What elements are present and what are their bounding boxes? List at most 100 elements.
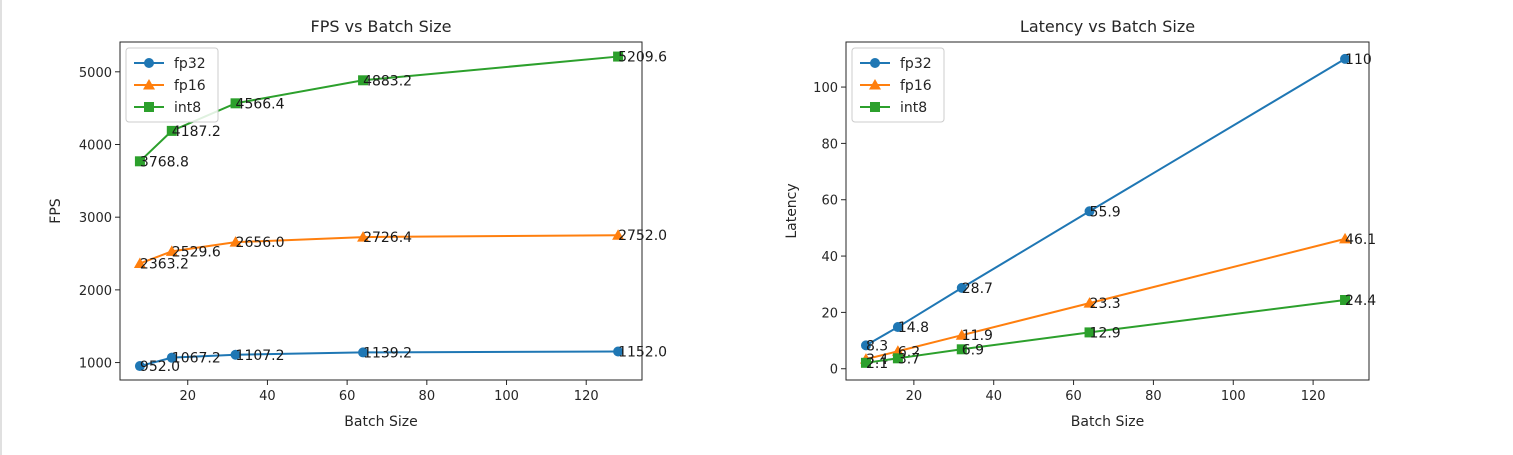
series-int8: 3768.8 4187.2 4566.4 4883.2 5209.6: [134, 50, 667, 170]
y-tick-label: 5000: [79, 66, 112, 81]
data-point: [613, 51, 624, 62]
x-tick-label: 100: [494, 389, 519, 404]
y-tick-label: 40: [821, 250, 838, 265]
series-fp16: 3.4 6.211.923.346.1: [859, 232, 1376, 368]
legend: fp32 fp16 int8: [851, 47, 945, 123]
legend-marker: [870, 58, 880, 68]
y-tick-label: 80: [821, 137, 838, 152]
data-point: [891, 345, 904, 356]
data-point: [1340, 53, 1351, 64]
legend-marker: [870, 102, 880, 112]
data-point: [956, 344, 967, 355]
data-label: 11.9: [962, 328, 993, 344]
y-axis-label: FPS: [48, 198, 64, 223]
data-label: 4883.2: [363, 73, 412, 89]
data-label: 4566.4: [236, 96, 285, 112]
legend-label: fp32: [174, 56, 206, 72]
x-tick-label: 80: [419, 389, 436, 404]
data-label: 24.4: [1345, 293, 1376, 309]
data-label: 2726.4: [363, 230, 412, 246]
axes-frame: [845, 41, 1370, 381]
data-label: 2.1: [866, 356, 888, 372]
x-tick-label: 20: [906, 389, 923, 404]
data-label: 952.0: [140, 359, 180, 375]
x-tick-label: 100: [1221, 389, 1246, 404]
data-label: 1139.2: [363, 345, 412, 361]
data-point: [1084, 206, 1095, 217]
data-label: 8.3: [866, 338, 888, 354]
data-point: [892, 322, 903, 333]
data-point: [1340, 295, 1351, 306]
data-point: [357, 231, 370, 242]
x-tick-label: 60: [339, 389, 356, 404]
legend-marker: [144, 58, 154, 68]
data-label: 3.7: [898, 351, 920, 367]
data-point: [358, 75, 369, 86]
data-label: 1152.0: [618, 345, 667, 361]
legend-marker: [869, 79, 881, 90]
data-point: [358, 347, 369, 358]
data-label: 1107.2: [236, 348, 285, 364]
y-tick-label: 60: [821, 194, 838, 209]
data-label: 110: [1345, 52, 1372, 68]
data-label: 55.9: [1090, 204, 1121, 220]
data-label: 2752.0: [618, 228, 667, 244]
series-int8: 2.1 3.7 6.9 12.9 24.4: [860, 293, 1376, 372]
chart-panel-1: FPS vs Batch Size 20 40 60 80 100 120 1000 2000 3…: [48, 17, 667, 430]
data-point: [134, 156, 145, 167]
data-point: [229, 236, 242, 247]
notebook-cell-border: [0, 0, 2, 455]
data-point: [165, 245, 178, 256]
y-tick-label: 2000: [79, 284, 112, 299]
x-tick-label: 20: [179, 389, 196, 404]
data-label: 1067.2: [172, 351, 221, 367]
data-label: 4187.2: [172, 124, 221, 140]
data-label: 3.4: [866, 352, 888, 368]
y-tick-label: 0: [830, 363, 838, 378]
data-point: [134, 361, 145, 372]
data-label: 6.9: [962, 342, 984, 358]
data-label: 28.7: [962, 281, 993, 297]
data-point: [1339, 232, 1352, 244]
data-point: [956, 282, 967, 293]
data-point: [955, 329, 968, 340]
chart-panel-2: Latency vs Batch Size 20 40 60 80 100 120 0 20 40…: [784, 17, 1376, 430]
y-tick-label: 100: [813, 81, 838, 96]
chart-title: Latency vs Batch Size: [1020, 17, 1195, 36]
legend: fp32 fp16 int8: [125, 47, 219, 123]
data-point: [613, 346, 624, 357]
data-point: [612, 229, 625, 240]
x-axis-label: Batch Size: [1071, 414, 1144, 430]
data-label: 14.8: [898, 320, 929, 336]
y-axis-label: Latency: [784, 183, 800, 238]
legend-label: int8: [174, 100, 201, 116]
legend-label: fp16: [174, 78, 206, 94]
data-label: 46.1: [1345, 232, 1376, 248]
data-label: 2363.2: [140, 256, 189, 272]
legend-label: fp16: [900, 78, 932, 94]
x-tick-label: 120: [1301, 389, 1326, 404]
data-point: [892, 353, 903, 364]
data-point: [230, 98, 241, 109]
legend-label: fp32: [900, 56, 932, 72]
data-point: [166, 352, 177, 363]
data-point: [133, 257, 146, 268]
data-label: 12.9: [1090, 325, 1121, 341]
x-tick-label: 60: [1065, 389, 1082, 404]
chart-title: FPS vs Batch Size: [311, 17, 452, 36]
x-axis-label: Batch Size: [344, 414, 417, 430]
data-point: [1083, 297, 1096, 308]
y-tick-label: 4000: [79, 138, 112, 153]
legend-marker: [144, 102, 154, 112]
x-tick-label: 40: [259, 389, 276, 404]
data-label: 5209.6: [618, 50, 667, 66]
legend-label: int8: [900, 100, 927, 116]
data-point: [230, 349, 241, 360]
data-label: 23.3: [1090, 296, 1121, 312]
data-label: 3768.8: [140, 154, 189, 170]
data-point: [166, 125, 177, 136]
x-tick-label: 80: [1145, 389, 1162, 404]
